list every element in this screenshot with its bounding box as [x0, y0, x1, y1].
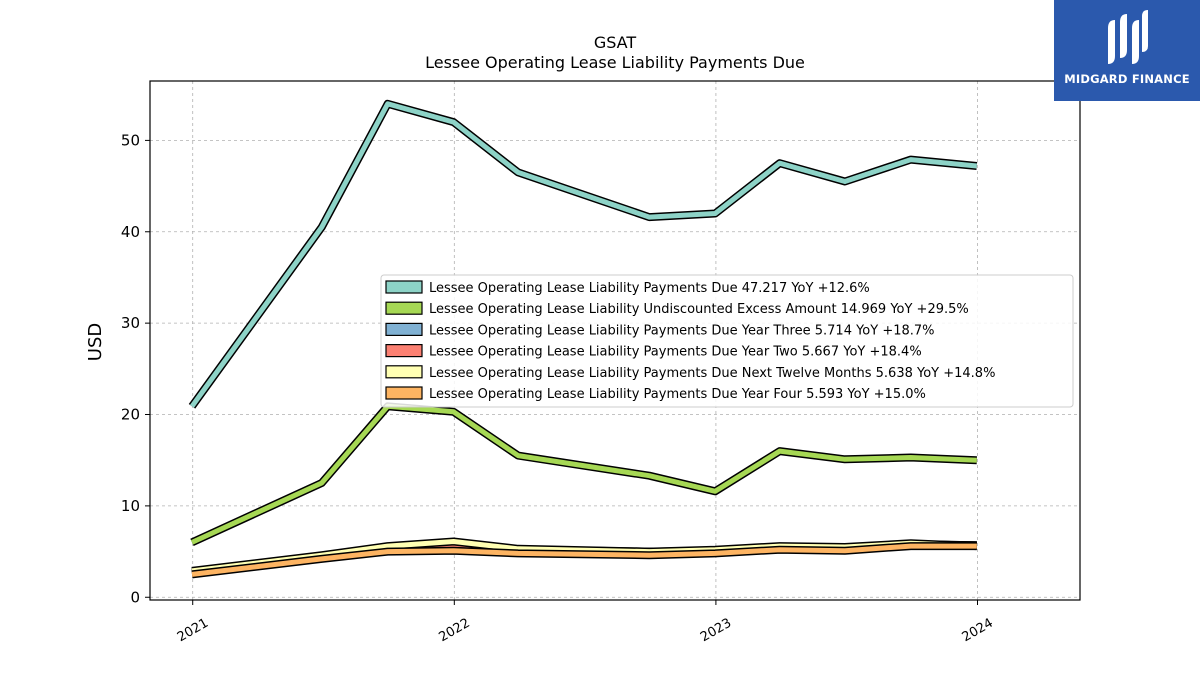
legend-box [380, 274, 1074, 408]
x-tick-label: 2022 [436, 616, 472, 646]
chart-title: GSAT [594, 33, 637, 52]
legend-swatch [385, 280, 423, 294]
y-tick-label: 50 [121, 131, 140, 149]
legend: Lessee Operating Lease Liability Payment… [380, 274, 1074, 408]
y-tick-label: 40 [121, 223, 140, 241]
x-tick-label: 2023 [698, 616, 734, 646]
legend-entry-label: Lessee Operating Lease Liability Undisco… [429, 302, 969, 317]
legend-swatch [385, 322, 423, 336]
legend-entry-label: Lessee Operating Lease Liability Payment… [429, 323, 935, 338]
legend-swatch [385, 344, 423, 358]
series-2 [190, 402, 977, 547]
y-tick-label: 30 [121, 314, 140, 332]
x-tick-label: 2024 [960, 616, 996, 646]
series-line [189, 101, 978, 408]
series-line [191, 543, 977, 577]
legend-entry-label: Lessee Operating Lease Liability Payment… [429, 387, 926, 402]
logo-text: MIDGARD FINANCE [1064, 72, 1190, 86]
plot-frame [149, 80, 1081, 601]
series-line [190, 403, 977, 545]
legend-entry-label: Lessee Operating Lease Liability Payment… [429, 366, 995, 381]
logo-mark-icon [1108, 10, 1148, 64]
legend-swatch [385, 386, 423, 400]
x-tick-label: 2021 [175, 616, 211, 646]
series-line-outline [190, 402, 977, 547]
series-6 [191, 542, 977, 579]
legend-swatch [385, 365, 423, 379]
legend-entry-label: Lessee Operating Lease Liability Payment… [429, 345, 922, 360]
y-tick-label: 0 [130, 588, 140, 606]
legend-entry-label: Lessee Operating Lease Liability Payment… [429, 281, 870, 296]
y-tick-label: 10 [121, 497, 140, 515]
chart-subtitle: Lessee Operating Lease Liability Payment… [425, 53, 805, 72]
midgard-finance-logo: MIDGARD FINANCE [1054, 0, 1200, 101]
legend-swatch [385, 301, 423, 315]
y-axis-label: USD [85, 323, 106, 361]
series-1 [188, 99, 978, 409]
series-lines [188, 99, 978, 579]
y-tick-label: 20 [121, 406, 140, 424]
